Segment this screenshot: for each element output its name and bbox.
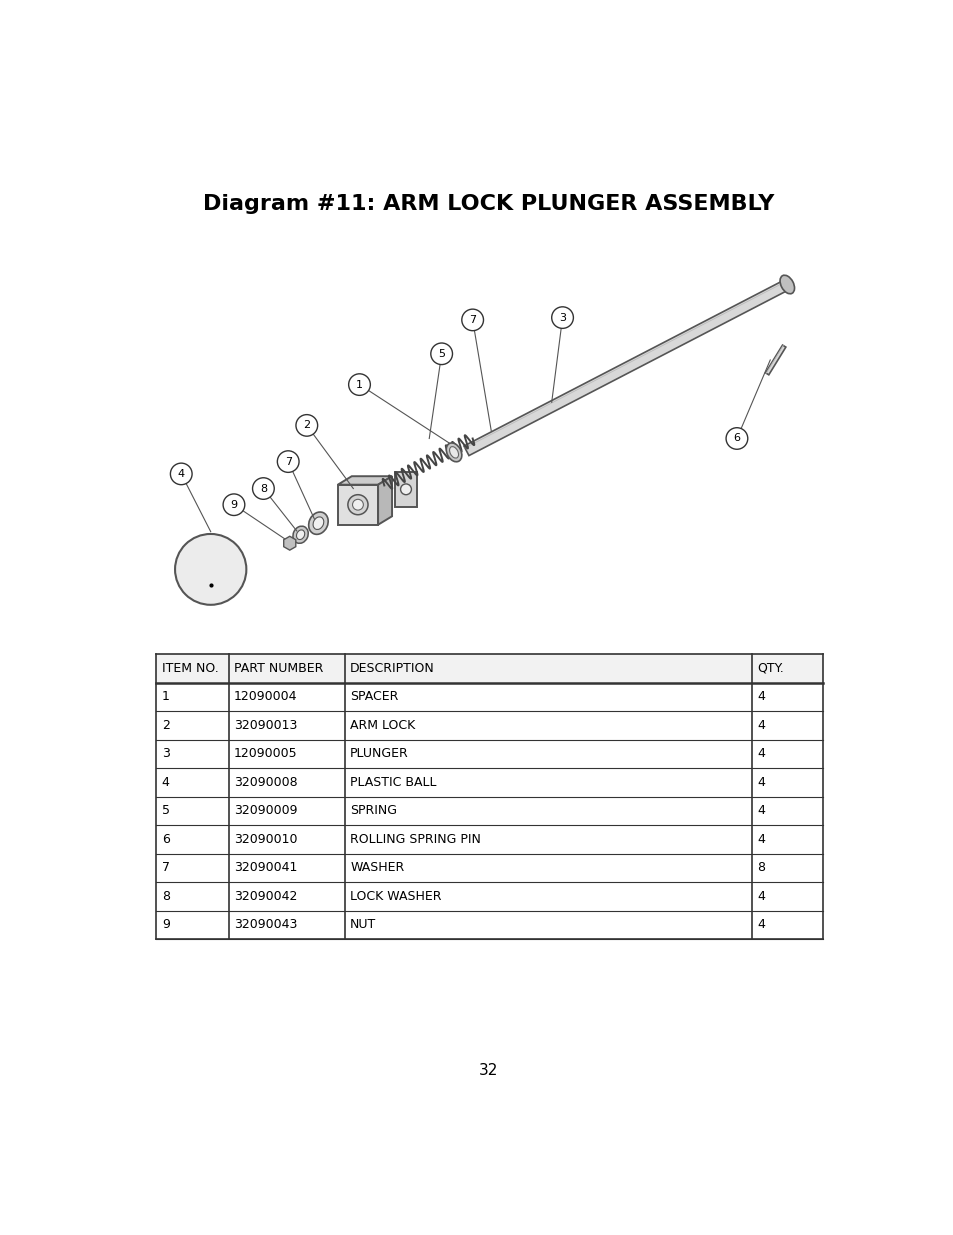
Text: DESCRIPTION: DESCRIPTION: [350, 662, 435, 674]
Text: PART NUMBER: PART NUMBER: [233, 662, 323, 674]
Circle shape: [223, 494, 245, 515]
Text: 6: 6: [162, 832, 170, 846]
Text: 12090004: 12090004: [233, 690, 297, 703]
Text: 32090043: 32090043: [233, 919, 297, 931]
Ellipse shape: [449, 447, 458, 458]
Text: 4: 4: [162, 776, 170, 789]
Text: 32090010: 32090010: [233, 832, 297, 846]
Text: 8: 8: [162, 889, 170, 903]
Circle shape: [431, 343, 452, 364]
Text: 4: 4: [757, 889, 764, 903]
Text: 2: 2: [162, 719, 170, 732]
Text: 9: 9: [162, 919, 170, 931]
Bar: [156, 910, 822, 939]
Circle shape: [400, 484, 411, 495]
Text: NUT: NUT: [350, 919, 376, 931]
Bar: [156, 655, 822, 683]
Bar: [156, 825, 822, 853]
Bar: [156, 768, 822, 797]
Text: 32090042: 32090042: [233, 889, 297, 903]
Circle shape: [277, 451, 298, 472]
Text: 7: 7: [469, 315, 476, 325]
Text: 32: 32: [478, 1062, 498, 1078]
Text: 12090005: 12090005: [233, 747, 297, 761]
Text: PLASTIC BALL: PLASTIC BALL: [350, 776, 436, 789]
Bar: [156, 740, 822, 768]
Bar: [337, 484, 377, 525]
Text: 5: 5: [437, 348, 445, 359]
Text: ITEM NO.: ITEM NO.: [162, 662, 218, 674]
Text: SPRING: SPRING: [350, 804, 396, 818]
Polygon shape: [764, 345, 785, 374]
Text: 32090013: 32090013: [233, 719, 297, 732]
Text: 5: 5: [162, 804, 170, 818]
Text: ROLLING SPRING PIN: ROLLING SPRING PIN: [350, 832, 480, 846]
Circle shape: [348, 495, 368, 515]
Ellipse shape: [296, 530, 304, 540]
Text: 8: 8: [757, 861, 764, 874]
Polygon shape: [337, 477, 392, 484]
Text: 1: 1: [355, 379, 363, 389]
Polygon shape: [377, 477, 392, 525]
Text: 3: 3: [558, 312, 565, 322]
Circle shape: [725, 427, 747, 450]
Text: PLUNGER: PLUNGER: [350, 747, 409, 761]
Text: 4: 4: [757, 832, 764, 846]
Bar: [156, 683, 822, 711]
Text: 7: 7: [162, 861, 170, 874]
Text: WASHER: WASHER: [350, 861, 404, 874]
Text: 2: 2: [303, 420, 310, 431]
Text: 4: 4: [757, 719, 764, 732]
Text: ARM LOCK: ARM LOCK: [350, 719, 415, 732]
Circle shape: [253, 478, 274, 499]
Text: 1: 1: [162, 690, 170, 703]
Circle shape: [461, 309, 483, 331]
Text: 32090041: 32090041: [233, 861, 297, 874]
Ellipse shape: [293, 526, 308, 543]
Text: 6: 6: [733, 433, 740, 443]
Bar: [395, 472, 416, 508]
Ellipse shape: [780, 275, 794, 294]
Circle shape: [171, 463, 192, 484]
Text: Diagram #11: ARM LOCK PLUNGER ASSEMBLY: Diagram #11: ARM LOCK PLUNGER ASSEMBLY: [203, 194, 774, 215]
Circle shape: [348, 374, 370, 395]
Text: 32090008: 32090008: [233, 776, 297, 789]
Bar: [156, 882, 822, 910]
Text: 9: 9: [230, 500, 237, 510]
Text: SPACER: SPACER: [350, 690, 398, 703]
Text: 7: 7: [284, 457, 292, 467]
Text: QTY.: QTY.: [757, 662, 783, 674]
Text: 4: 4: [757, 804, 764, 818]
Circle shape: [174, 534, 246, 605]
Bar: [156, 797, 822, 825]
Circle shape: [295, 415, 317, 436]
Text: 8: 8: [259, 484, 267, 494]
Ellipse shape: [313, 517, 323, 530]
Text: 4: 4: [757, 919, 764, 931]
Text: LOCK WASHER: LOCK WASHER: [350, 889, 441, 903]
Ellipse shape: [446, 443, 461, 462]
Bar: [156, 711, 822, 740]
Polygon shape: [283, 536, 295, 550]
Text: 32090009: 32090009: [233, 804, 297, 818]
Text: 4: 4: [757, 776, 764, 789]
Circle shape: [353, 499, 363, 510]
Text: 4: 4: [757, 747, 764, 761]
Polygon shape: [463, 279, 789, 456]
Text: 4: 4: [757, 690, 764, 703]
Text: 3: 3: [162, 747, 170, 761]
Circle shape: [551, 306, 573, 329]
Text: 4: 4: [177, 469, 185, 479]
Ellipse shape: [309, 513, 328, 535]
Bar: [156, 853, 822, 882]
